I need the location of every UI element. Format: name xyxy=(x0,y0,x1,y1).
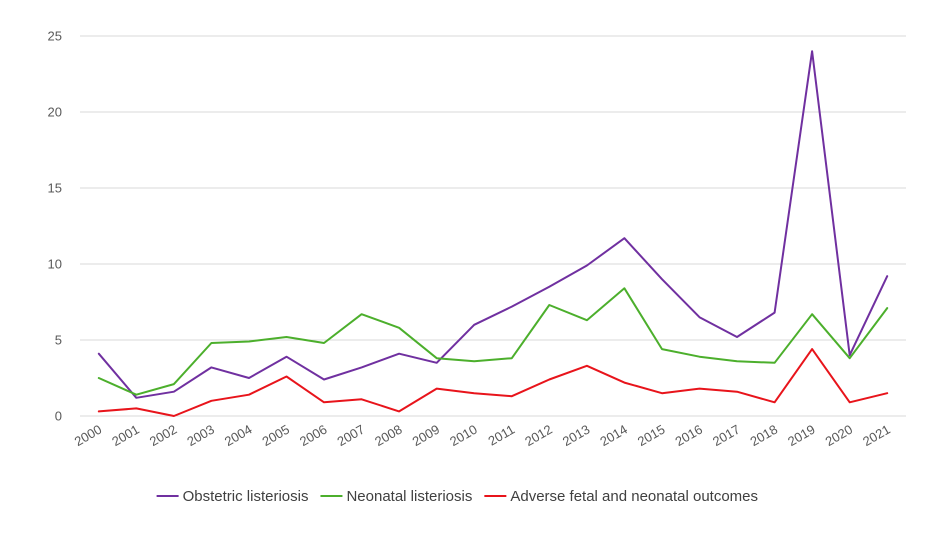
legend: Obstetric listeriosis Neonatal listeriosi… xyxy=(156,488,758,505)
legend-label: Adverse fetal and neonatal outcomes xyxy=(510,488,758,505)
series-line-0 xyxy=(97,50,889,399)
series-lines xyxy=(97,50,889,417)
series-line-1 xyxy=(97,287,889,396)
legend-label: Obstetric listeriosis xyxy=(183,488,309,505)
x-tick-label: 2017 xyxy=(710,422,743,449)
x-tick-label: 2006 xyxy=(297,422,330,449)
x-tick-label: 2021 xyxy=(860,422,893,449)
gridlines xyxy=(80,35,906,417)
x-axis-ticks: 2000 2001 2002 2003 2004 2005 2006 2007 2008 2009… xyxy=(72,422,893,449)
x-tick-label: 2003 xyxy=(184,422,217,449)
x-tick-label: 2009 xyxy=(410,422,443,449)
y-axis-ticks: 0 5 10 15 20 25 xyxy=(48,29,62,424)
x-tick-label: 2011 xyxy=(486,422,518,449)
x-tick-label: 2008 xyxy=(372,422,405,449)
y-tick-label: 10 xyxy=(48,257,62,272)
y-tick-label: 0 xyxy=(55,409,62,424)
x-tick-label: 2005 xyxy=(259,422,292,449)
x-tick-label: 2000 xyxy=(72,422,105,449)
x-tick-label: 2004 xyxy=(222,422,255,449)
x-tick-label: 2020 xyxy=(823,422,856,449)
x-tick-label: 2019 xyxy=(785,422,818,449)
x-tick-label: 2012 xyxy=(522,422,555,449)
y-tick-label: 15 xyxy=(48,181,62,196)
x-tick-label: 2010 xyxy=(447,422,480,449)
y-tick-label: 5 xyxy=(55,333,62,348)
x-tick-label: 2015 xyxy=(635,422,668,449)
x-tick-label: 2001 xyxy=(109,422,142,449)
x-tick-label: 2016 xyxy=(672,422,705,449)
series-line-2 xyxy=(97,348,889,417)
x-tick-label: 2018 xyxy=(748,422,781,449)
y-tick-label: 20 xyxy=(48,105,62,120)
x-tick-label: 2007 xyxy=(335,422,368,449)
y-tick-label: 25 xyxy=(48,29,62,44)
x-tick-label: 2002 xyxy=(147,422,180,449)
x-tick-label: 2014 xyxy=(597,422,630,449)
x-tick-label: 2013 xyxy=(560,422,593,449)
legend-label: Neonatal listeriosis xyxy=(346,488,472,505)
